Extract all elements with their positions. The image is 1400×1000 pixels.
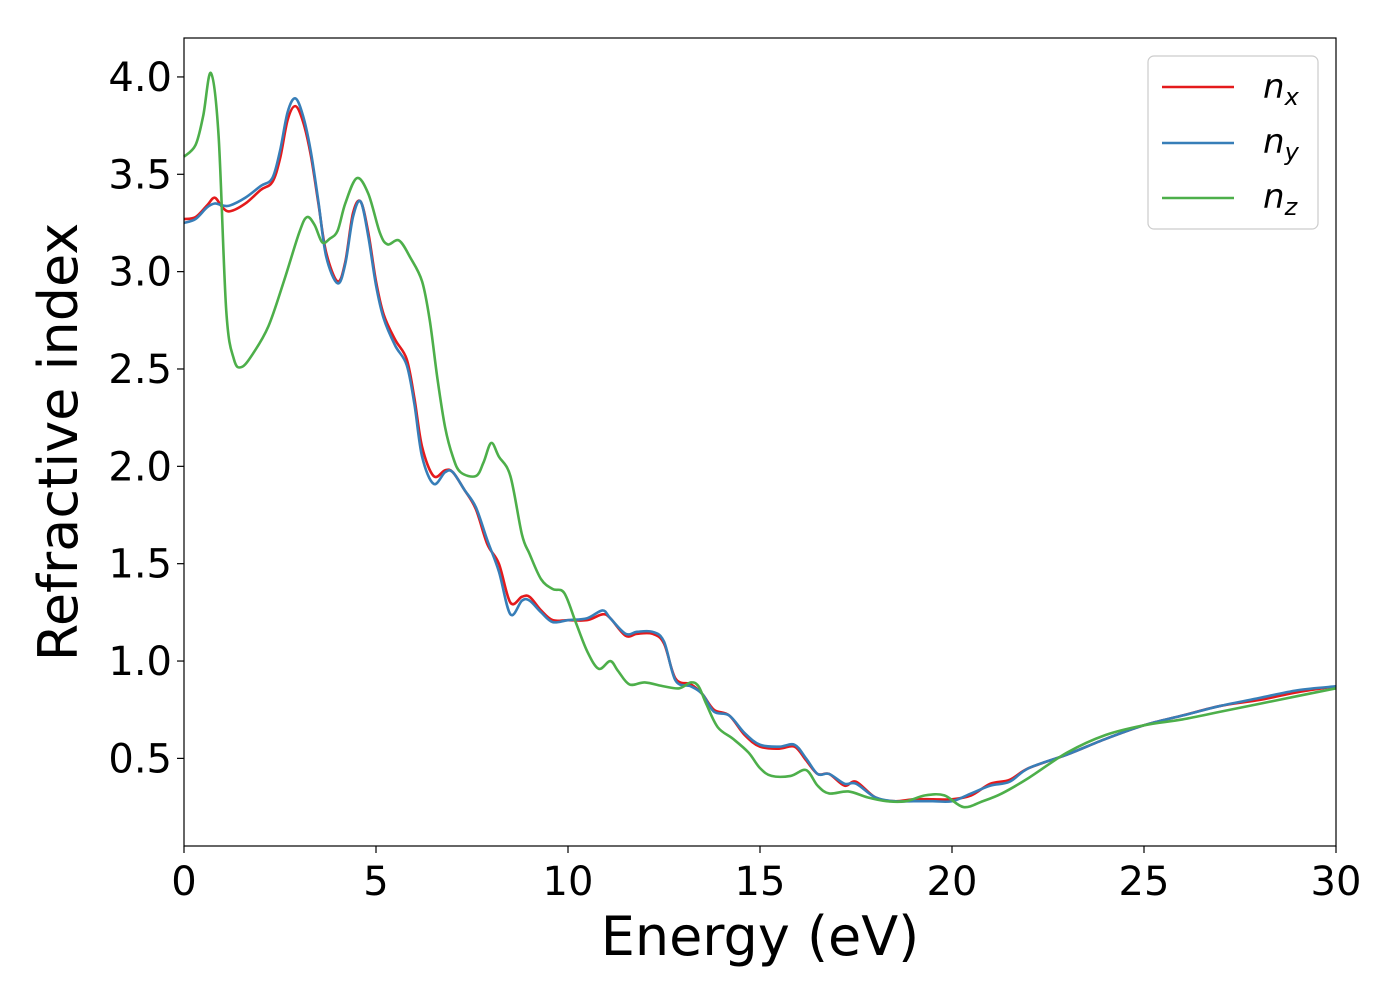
legend-label-nx: nx — [1263, 67, 1300, 111]
x-tick-label: 0 — [171, 859, 196, 905]
legend-label-nz-base: n — [1263, 177, 1285, 217]
y-axis-label: Refractive index — [27, 223, 90, 662]
legend-label-ny-sub: y — [1284, 138, 1300, 166]
y-tick-label: 4.0 — [108, 55, 172, 101]
legend-label-ny-base: n — [1263, 122, 1285, 162]
legend: nx ny nz — [1147, 55, 1319, 230]
legend-label-ny: ny — [1263, 122, 1300, 166]
legend-label-nz: nz — [1263, 177, 1299, 221]
y-axis-ticks: 0.5 1.0 1.5 2.0 2.5 3.0 3.5 4.0 — [108, 55, 184, 782]
legend-label-nx-sub: x — [1284, 83, 1300, 111]
legend-label-nx-base: n — [1263, 67, 1285, 107]
x-tick-label: 30 — [1311, 859, 1362, 905]
y-tick-label: 3.0 — [108, 250, 172, 296]
x-axis-ticks: 0 5 10 15 20 25 30 — [171, 846, 1361, 905]
series-line-nz — [183, 71, 1337, 809]
x-tick-label: 5 — [363, 859, 388, 905]
y-tick-label: 0.5 — [108, 736, 172, 782]
y-tick-label: 3.5 — [108, 152, 172, 198]
y-tick-label: 1.5 — [108, 542, 172, 588]
legend-label-nz-sub: z — [1284, 193, 1299, 221]
y-tick-label: 2.5 — [108, 347, 172, 393]
plot-lines — [183, 71, 1337, 809]
x-axis-label: Energy (eV) — [601, 905, 920, 968]
x-tick-label: 10 — [543, 859, 594, 905]
y-tick-label: 2.0 — [108, 444, 172, 490]
series-line-ny — [183, 97, 1337, 804]
y-tick-label: 1.0 — [108, 639, 172, 685]
x-tick-label: 15 — [735, 859, 786, 905]
x-tick-label: 20 — [927, 859, 978, 905]
x-tick-label: 25 — [1119, 859, 1170, 905]
